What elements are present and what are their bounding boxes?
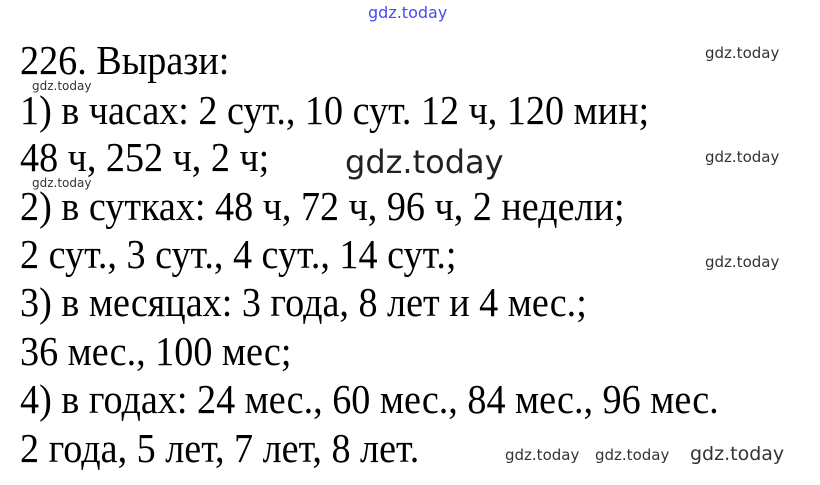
- task-4-question: 4) в годах: 24 мес., 60 мес., 84 мес., 9…: [20, 376, 719, 422]
- watermark: gdz.today: [345, 143, 504, 181]
- watermark: gdz.today: [595, 446, 670, 464]
- watermark: gdz.today: [505, 446, 580, 464]
- watermark: gdz.today: [705, 44, 780, 62]
- watermark: gdz.today: [705, 253, 780, 271]
- task-3-answer: 36 мес., 100 мес;: [20, 328, 292, 374]
- task-2-question: 2) в сутках: 48 ч, 72 ч, 96 ч, 2 недели;: [20, 183, 625, 229]
- task-4-answer: 2 года, 5 лет, 7 лет, 8 лет.: [20, 425, 420, 471]
- task-2-answer: 2 сут., 3 сут., 4 сут., 14 сут.;: [20, 231, 457, 277]
- watermark: gdz.today: [690, 443, 785, 465]
- watermark: gdz.today: [705, 148, 780, 166]
- task-1-answer: 48 ч, 252 ч, 2 ч;: [20, 134, 270, 180]
- watermark: gdz.today: [368, 3, 448, 22]
- task-1-question: 1) в часах: 2 сут., 10 сут. 12 ч, 120 ми…: [20, 87, 650, 133]
- watermark: gdz.today: [32, 176, 92, 190]
- watermark: gdz.today: [32, 79, 92, 93]
- task-3-question: 3) в месяцах: 3 года, 8 лет и 4 мес.;: [20, 279, 587, 325]
- exercise-title: 226. Вырази:: [20, 37, 230, 83]
